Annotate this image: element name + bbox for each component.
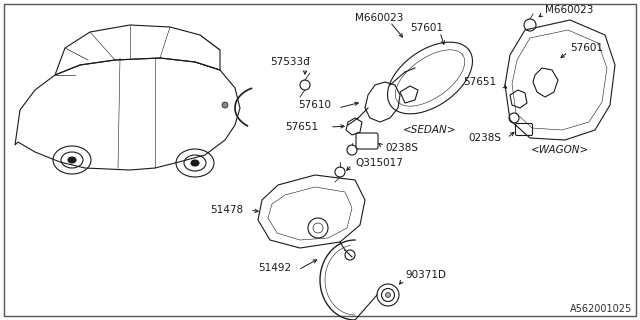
Text: M660023: M660023 [545,5,593,15]
Text: 57601: 57601 [570,43,603,53]
Text: 57533đ: 57533đ [270,57,310,67]
Ellipse shape [191,160,199,166]
Text: 51492: 51492 [258,263,291,273]
Text: 0238S: 0238S [385,143,418,153]
Circle shape [222,102,228,108]
Text: 57601: 57601 [410,23,443,33]
Text: Q315017: Q315017 [355,158,403,168]
Text: <WAGON>: <WAGON> [531,145,589,155]
Text: M660023: M660023 [355,13,403,23]
Text: 57651: 57651 [463,77,496,87]
Text: 57610: 57610 [298,100,331,110]
Ellipse shape [385,292,390,298]
Text: A562001025: A562001025 [570,304,632,314]
Text: <SEDAN>: <SEDAN> [403,125,457,135]
Ellipse shape [68,157,76,163]
Text: 90371D: 90371D [405,270,446,280]
Text: 51478: 51478 [210,205,243,215]
Text: 0238S: 0238S [468,133,501,143]
Text: 57651: 57651 [285,122,318,132]
